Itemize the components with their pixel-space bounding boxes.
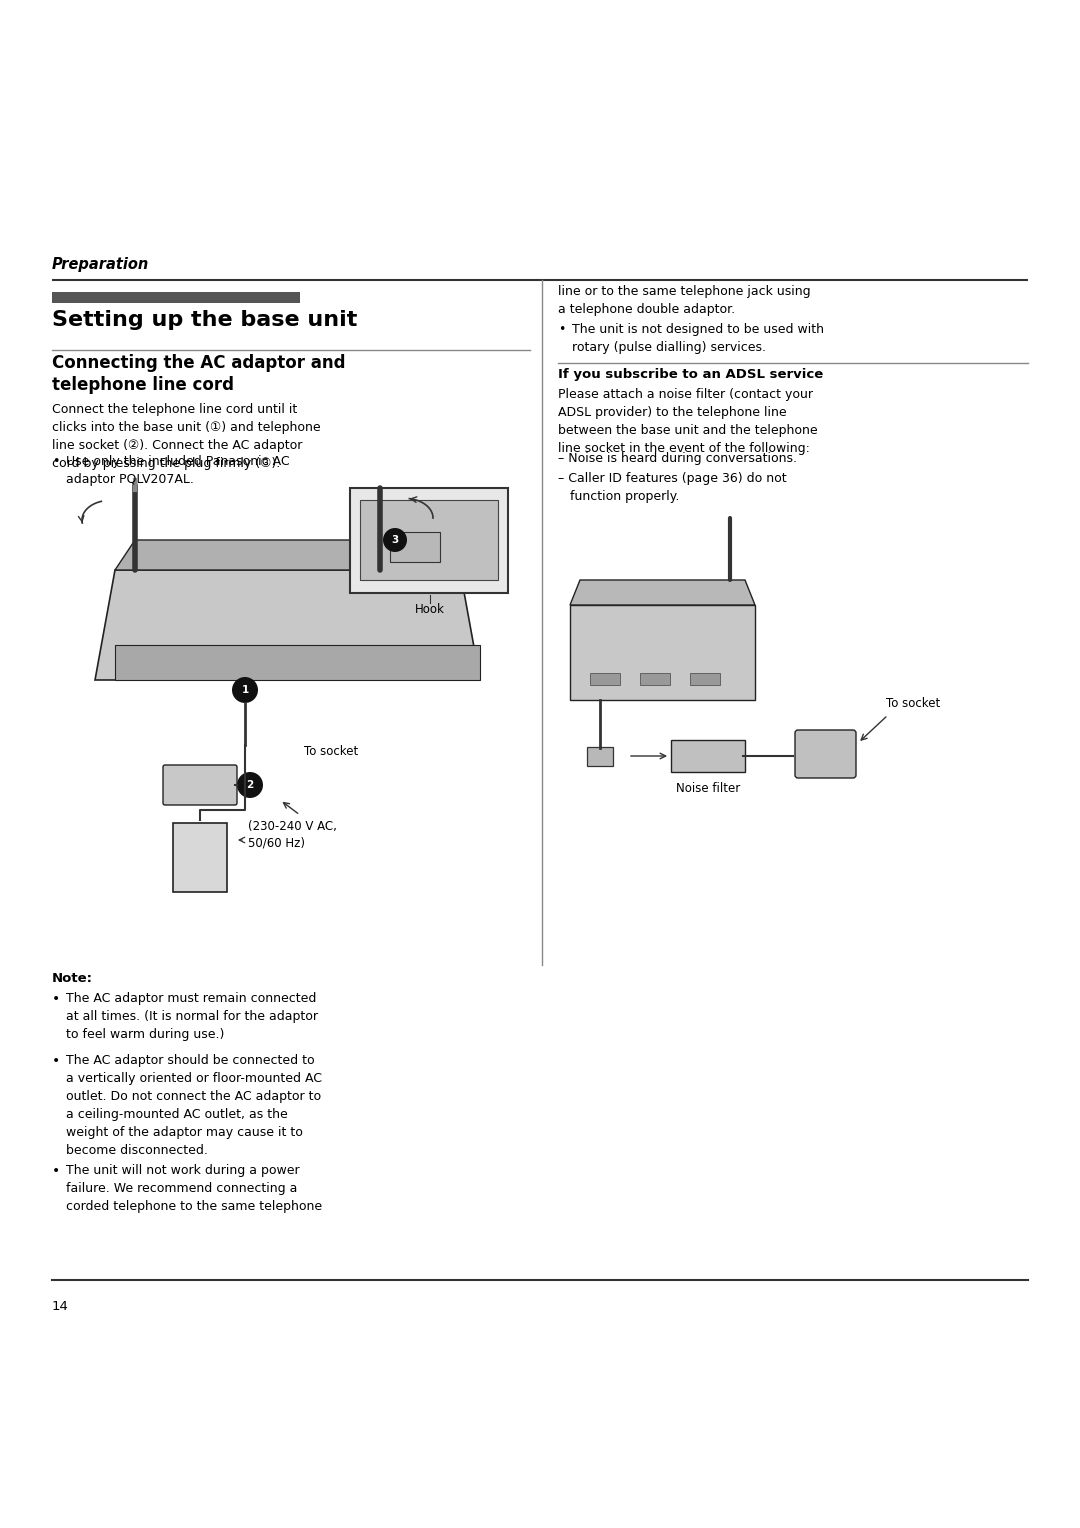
Text: •: •	[52, 1164, 60, 1178]
Bar	[640, 672, 670, 685]
Text: (230-240 V AC,
50/60 Hz): (230-240 V AC, 50/60 Hz)	[248, 821, 337, 850]
Text: Setting up the base unit: Setting up the base unit	[52, 310, 357, 330]
Text: 1: 1	[241, 685, 248, 695]
Polygon shape	[570, 581, 755, 605]
Text: To socket: To socket	[303, 746, 359, 758]
Text: Connecting the AC adaptor and: Connecting the AC adaptor and	[52, 354, 346, 371]
Text: Noise filter: Noise filter	[676, 782, 740, 795]
FancyBboxPatch shape	[795, 730, 856, 778]
Text: – Caller ID features (page 36) do not
   function properly.: – Caller ID features (page 36) do not fu…	[558, 472, 786, 503]
Text: 14: 14	[52, 1300, 69, 1313]
Text: telephone line cord: telephone line cord	[52, 376, 234, 394]
Polygon shape	[95, 570, 480, 680]
Text: Use only the included Panasonic AC
adaptor PQLV207AL.: Use only the included Panasonic AC adapt…	[66, 455, 289, 486]
Text: •: •	[52, 992, 60, 1005]
Polygon shape	[114, 539, 460, 570]
Polygon shape	[114, 645, 480, 680]
Text: Hook: Hook	[415, 604, 445, 616]
Polygon shape	[570, 605, 755, 700]
FancyBboxPatch shape	[173, 824, 227, 892]
Text: •: •	[558, 322, 565, 336]
Text: 3: 3	[391, 535, 399, 545]
Text: – Noise is heard during conversations.: – Noise is heard during conversations.	[558, 452, 797, 465]
Text: The unit is not designed to be used with
rotary (pulse dialling) services.: The unit is not designed to be used with…	[572, 322, 824, 354]
Text: The unit will not work during a power
failure. We recommend connecting a
corded : The unit will not work during a power fa…	[66, 1164, 322, 1213]
Circle shape	[232, 677, 258, 703]
FancyBboxPatch shape	[588, 747, 613, 766]
Circle shape	[237, 772, 264, 798]
Circle shape	[383, 529, 407, 552]
Text: 2: 2	[246, 779, 254, 790]
Text: a telephone double adaptor.: a telephone double adaptor.	[558, 303, 735, 316]
Bar	[350, 487, 508, 593]
Text: Connect the telephone line cord until it
clicks into the base unit (①) and telep: Connect the telephone line cord until it…	[52, 403, 321, 471]
FancyBboxPatch shape	[163, 766, 237, 805]
Bar	[360, 500, 498, 581]
Text: •: •	[52, 1054, 60, 1068]
Text: Please attach a noise filter (contact your
ADSL provider) to the telephone line
: Please attach a noise filter (contact yo…	[558, 388, 818, 455]
Bar	[690, 672, 720, 685]
Text: To socket: To socket	[886, 697, 941, 711]
Text: If you subscribe to an ADSL service: If you subscribe to an ADSL service	[558, 368, 823, 380]
Bar	[590, 672, 620, 685]
Bar	[52, 292, 300, 303]
Bar	[390, 532, 440, 562]
Text: •: •	[52, 455, 59, 468]
Text: The AC adaptor must remain connected
at all times. (It is normal for the adaptor: The AC adaptor must remain connected at …	[66, 992, 318, 1041]
Text: Preparation: Preparation	[52, 257, 149, 272]
Text: The AC adaptor should be connected to
a vertically oriented or floor-mounted AC
: The AC adaptor should be connected to a …	[66, 1054, 322, 1157]
FancyBboxPatch shape	[671, 740, 745, 772]
Text: Note:: Note:	[52, 972, 93, 986]
Text: line or to the same telephone jack using: line or to the same telephone jack using	[558, 286, 811, 298]
